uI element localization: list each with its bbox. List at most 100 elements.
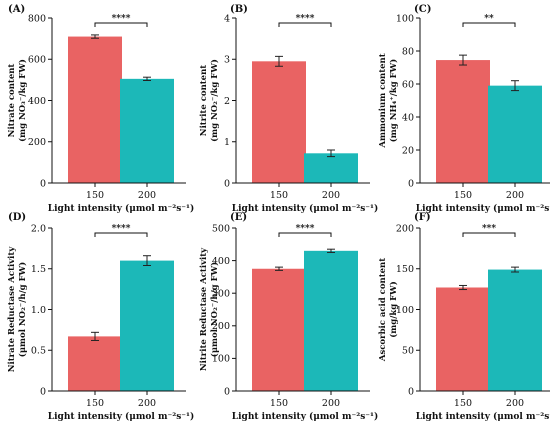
bar-150 xyxy=(252,61,306,183)
x-tick-label: 200 xyxy=(322,190,340,201)
y-tick-label: 4 xyxy=(224,13,230,24)
y-tick-label: 0 xyxy=(224,386,230,397)
y-tick-label: 100 xyxy=(212,354,230,365)
y-tick-label: 0 xyxy=(40,386,46,397)
y-tick-label: 600 xyxy=(28,55,46,66)
panel-label: (F) xyxy=(414,212,431,223)
bar-150 xyxy=(68,36,122,183)
bar-200 xyxy=(120,260,174,391)
y-axis-label: Nitrite content(mg NO₂⁻/kg FW) xyxy=(199,59,220,142)
chart-panel-3: (C) 150 200 0 20 40 60 80 100 Light intensity (μm… xyxy=(378,4,550,214)
bar-200 xyxy=(488,85,542,183)
y-tick-label: 0 xyxy=(224,178,230,189)
x-tick-label: 150 xyxy=(86,398,104,409)
x-tick-label: 150 xyxy=(454,190,472,201)
y-axis-label-line: (mg/kg FW) xyxy=(388,281,399,337)
y-tick-label: 0 xyxy=(408,178,414,189)
y-axis-label: Nitrate Reductase Activity(μmol NO₂⁻/h/g… xyxy=(7,246,28,373)
significance-label: **** xyxy=(296,14,315,24)
bar-200 xyxy=(120,78,174,183)
x-tick-label: 200 xyxy=(138,398,156,409)
y-tick-label: 100 xyxy=(396,13,414,24)
significance-bracket xyxy=(462,22,516,27)
y-axis-label-line: (mg NO₂⁻/kg FW) xyxy=(209,59,220,142)
x-tick-label: 150 xyxy=(454,398,472,409)
y-axis-label-line: Ascorbic acid content xyxy=(378,258,388,362)
y-axis-label: Nitrite Reductase Activity(μmol NO₂⁻/h/g… xyxy=(199,247,220,371)
y-tick-label: 0 xyxy=(408,386,414,397)
y-axis-label-line: (μmol NO₂⁻/h/g FW) xyxy=(17,262,28,357)
y-tick-label: 1 xyxy=(224,137,230,148)
y-tick-label: 200 xyxy=(212,321,230,332)
panel-label: (C) xyxy=(414,4,431,15)
bar-150 xyxy=(252,268,306,391)
y-axis-label-line: Nitrate Reductase Activity xyxy=(7,246,17,373)
y-tick-label: 400 xyxy=(28,96,46,107)
y-tick-label: 50 xyxy=(402,346,414,357)
y-axis-label-line: Nitrate content xyxy=(7,64,17,138)
y-tick-label: 3 xyxy=(224,55,230,66)
x-tick-label: 150 xyxy=(270,398,288,409)
bar-200 xyxy=(304,153,358,183)
y-axis-label: Ammonium content(mg NH₄⁺/kg FW) xyxy=(378,53,399,148)
y-tick-label: 800 xyxy=(28,13,46,24)
y-axis-label-line: Nitrite Reductase Activity xyxy=(199,247,209,371)
significance-bracket xyxy=(278,232,332,237)
y-axis-label-line: (mg NH₄⁺/kg FW) xyxy=(388,59,399,142)
y-tick-label: 150 xyxy=(396,264,414,275)
y-tick-label: 20 xyxy=(402,145,414,156)
y-tick-label: 200 xyxy=(28,137,46,148)
x-axis-label: Light intensity (μmol m⁻²s⁻¹) xyxy=(416,411,550,421)
y-axis-label-line: Nitrite content xyxy=(199,65,209,136)
chart-panel-6: (F) 150 200 0 50 100 150 200 Light intensity (μm… xyxy=(378,212,550,421)
chart-panel-5: (E) 150 200 0 100 200 300 400 500 Light intensity… xyxy=(199,212,378,421)
bar-150 xyxy=(68,336,122,391)
x-tick-label: 150 xyxy=(270,190,288,201)
significance-label: *** xyxy=(482,224,496,234)
x-axis-label: Light intensity (μmol m⁻²s⁻¹) xyxy=(48,203,194,214)
y-axis-label-line: Ammonium content xyxy=(378,53,388,148)
panel-label: (B) xyxy=(230,4,248,15)
significance-label: **** xyxy=(112,14,131,24)
x-axis-label: Light intensity (μmol m⁻²s⁻¹) xyxy=(232,203,378,214)
chart-panel-2: (B) 150 200 0 1 2 3 4 Light intensity (μmol m⁻²s… xyxy=(199,4,378,214)
y-tick-label: 0 xyxy=(40,178,46,189)
y-tick-label: 1.5 xyxy=(31,264,46,275)
y-tick-label: 100 xyxy=(396,305,414,316)
bar-150 xyxy=(436,60,490,184)
y-tick-label: 0.5 xyxy=(31,346,46,357)
x-tick-label: 150 xyxy=(86,190,104,201)
x-tick-label: 200 xyxy=(322,398,340,409)
chart-panel-4: (D) 150 200 0 0.5 1.0 1.5 2.0 Light intensity (μ… xyxy=(7,212,194,421)
y-tick-label: 2.0 xyxy=(31,223,46,234)
panel-label: (D) xyxy=(8,212,26,223)
y-axis-label-line: (mg NO₃⁻/kg FW) xyxy=(17,59,28,142)
bar-200 xyxy=(488,269,542,391)
bar-150 xyxy=(436,287,490,391)
significance-bracket xyxy=(462,232,516,237)
y-tick-label: 40 xyxy=(402,112,414,123)
y-tick-label: 60 xyxy=(402,79,414,90)
x-axis-label: Light intensity (μmol m⁻²s⁻¹) xyxy=(232,411,378,421)
significance-label: **** xyxy=(112,224,131,234)
y-tick-label: 300 xyxy=(212,289,230,300)
significance-bracket xyxy=(278,22,332,27)
significance-bracket xyxy=(94,232,148,237)
y-tick-label: 2 xyxy=(224,96,230,107)
y-tick-label: 400 xyxy=(212,256,230,267)
x-axis-label: Light intensity (μmol m⁻²s⁻¹) xyxy=(48,411,194,421)
x-tick-label: 200 xyxy=(506,190,524,201)
y-tick-label: 1.0 xyxy=(31,305,46,316)
y-tick-label: 500 xyxy=(212,223,230,234)
y-axis-label: Nitrate content(mg NO₃⁻/kg FW) xyxy=(7,59,28,142)
panel-label: (A) xyxy=(8,4,25,15)
bar-200 xyxy=(304,250,358,391)
x-tick-label: 200 xyxy=(506,398,524,409)
y-tick-label: 200 xyxy=(396,223,414,234)
panel-label: (E) xyxy=(230,212,247,223)
significance-label: ** xyxy=(484,14,494,24)
chart-panel-1: (A) 150 200 0 200 400 600 800 Light intensity (μ… xyxy=(7,4,194,214)
significance-bracket xyxy=(94,22,148,27)
x-axis-label: Light intensity (μmol m⁻²s⁻¹) xyxy=(416,203,550,214)
